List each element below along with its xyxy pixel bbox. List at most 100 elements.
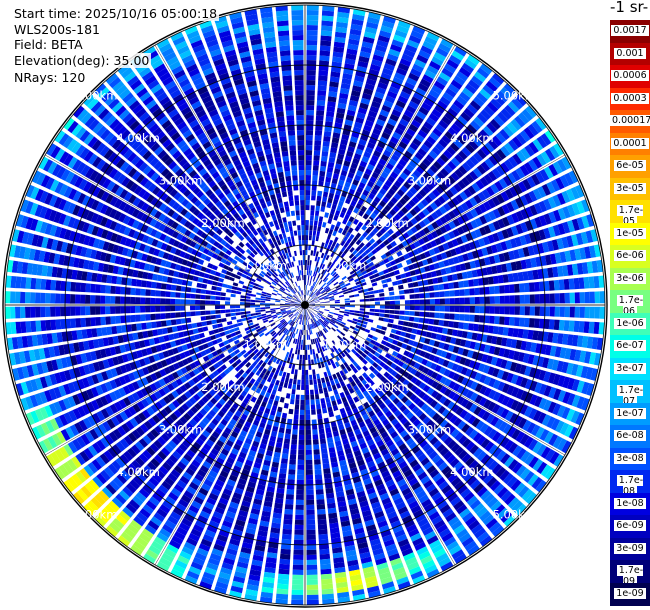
ppi-gate-cell <box>413 287 420 293</box>
ppi-gate-cell <box>205 300 211 305</box>
ppi-gate-cell <box>435 218 444 227</box>
ppi-gate-cell <box>349 325 356 330</box>
ppi-gate-cell <box>393 497 404 506</box>
ppi-gate-cell <box>387 140 397 149</box>
ppi-gate-cell <box>459 263 467 271</box>
ppi-gate-cell <box>385 58 397 67</box>
ppi-gate-cell <box>517 271 524 282</box>
ppi-gate-cell <box>235 308 241 312</box>
ppi-gate-cell <box>479 306 485 314</box>
ppi-gate-cell <box>454 553 467 564</box>
ppi-gate-cell <box>291 434 298 440</box>
ppi-gate-cell <box>335 305 340 307</box>
ppi-gate-cell <box>309 324 312 330</box>
ppi-gate-cell <box>482 514 495 526</box>
ppi-gate-cell <box>309 303 315 305</box>
ppi-gate-cell <box>344 300 350 303</box>
ppi-gate-cell <box>372 96 383 104</box>
ppi-gate-cell <box>484 296 490 304</box>
ppi-gate-cell <box>318 216 324 222</box>
ppi-gate-cell <box>365 78 377 86</box>
ppi-gate-cell <box>355 269 362 275</box>
ppi-gate-cell <box>55 306 61 317</box>
ppi-gate-cell <box>395 274 402 280</box>
ppi-gate-cell <box>404 300 410 305</box>
ppi-gate-cell <box>411 275 418 282</box>
ppi-gate-cell <box>501 395 510 406</box>
ppi-gate-cell <box>200 289 207 294</box>
ppi-gate-cell <box>338 280 344 285</box>
ppi-gate-cell <box>371 282 378 287</box>
ppi-gate-cell <box>329 187 336 194</box>
ppi-gate-cell <box>390 405 398 414</box>
ppi-gate-cell <box>371 59 383 67</box>
ppi-gate-cell <box>394 310 400 315</box>
ppi-gate-cell <box>317 519 327 525</box>
ppi-gate-cell <box>366 439 375 447</box>
ppi-gate-cell <box>265 310 271 314</box>
ppi-gate-cell <box>439 447 450 457</box>
ppi-gate-cell <box>576 396 585 409</box>
ppi-gate-cell <box>414 299 420 305</box>
ppi-gate-cell <box>424 265 431 272</box>
ppi-gate-cell <box>383 166 392 175</box>
ppi-gate-cell <box>170 291 176 298</box>
ppi-gate-cell <box>388 86 400 95</box>
ppi-gate-cell <box>318 533 329 540</box>
ppi-gate-cell <box>288 408 294 415</box>
ppi-gate-cell <box>478 238 486 247</box>
ppi-gate-cell <box>328 311 334 315</box>
ppi-gate-cell <box>436 523 448 534</box>
ppi-gate-cell <box>444 378 452 387</box>
ppi-gate-cell <box>291 589 304 595</box>
ppi-gate-cell <box>500 191 510 202</box>
ppi-gate-cell <box>236 318 243 323</box>
ppi-gate-cell <box>312 271 316 277</box>
ppi-gate-cell <box>305 345 308 350</box>
ppi-gate-cell <box>321 322 327 328</box>
ppi-gate-cell <box>335 112 345 119</box>
ppi-gate-cell <box>195 311 201 316</box>
ppi-gate-cell <box>312 429 318 435</box>
ppi-gate-cell <box>255 310 261 313</box>
ppi-gate-cell <box>424 564 438 574</box>
ppi-gate-cell <box>390 196 398 205</box>
ppi-gate-cell <box>461 177 471 187</box>
ppi-gate-cell <box>321 453 329 459</box>
ppi-gate-cell <box>507 327 514 337</box>
ppi-gate-cell <box>491 431 502 442</box>
ppi-gate-cell <box>439 504 451 514</box>
ppi-gate-cell <box>321 316 326 320</box>
ppi-gate-cell <box>306 120 314 126</box>
ppi-gate-cell <box>584 306 590 319</box>
ppi-gate-cell <box>378 317 384 322</box>
ppi-gate-cell <box>447 240 454 249</box>
ppi-gate-cell <box>285 499 294 505</box>
ppi-gate-cell <box>524 365 532 377</box>
ppi-gate-cell <box>454 46 467 57</box>
ppi-gate-cell <box>308 334 311 340</box>
ppi-gate-cell <box>384 309 390 314</box>
ppi-gate-cell <box>429 422 438 432</box>
ppi-gate-cell <box>485 80 498 92</box>
ppi-gate-cell <box>387 461 397 470</box>
ppi-gate-cell <box>456 205 465 214</box>
ppi-gate-cell <box>340 246 346 253</box>
ppi-gate-cell <box>372 548 384 556</box>
ppi-gate-cell <box>336 184 343 191</box>
ppi-gate-cell <box>580 231 589 244</box>
ppi-gate-cell <box>319 558 331 565</box>
ppi-gate-cell <box>305 439 312 445</box>
ppi-gate-cell <box>471 182 481 193</box>
ppi-gate-cell <box>431 146 442 156</box>
ppi-gate-cell <box>362 231 369 238</box>
ppi-gate-cell <box>306 584 319 590</box>
ppi-gate-cell <box>319 302 325 304</box>
ppi-gate-cell <box>282 448 289 455</box>
ppi-gate-cell <box>326 171 333 178</box>
ppi-gate-cell <box>442 508 454 518</box>
ppi-gate-cell <box>295 514 304 520</box>
ppi-gate-cell <box>313 317 317 322</box>
ppi-gate-cell <box>465 211 474 220</box>
ppi-gate-cell <box>471 269 478 278</box>
